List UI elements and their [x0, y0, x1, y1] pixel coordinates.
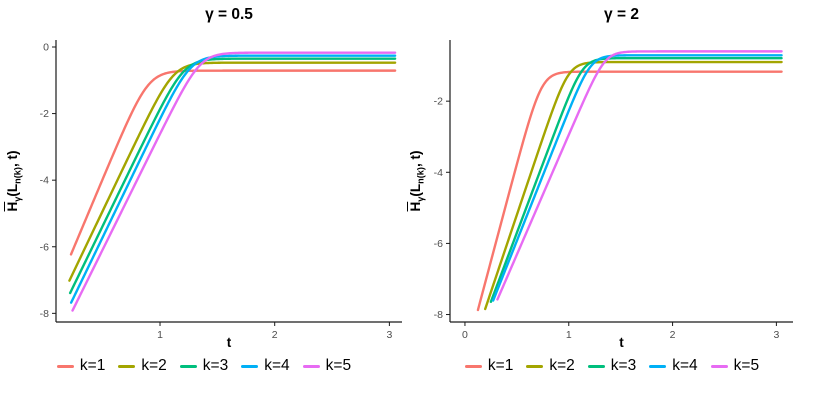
y-axis-label-part: n(k) [12, 167, 23, 184]
legend-label: k=3 [610, 357, 637, 374]
legend-item-k3: k=3 [179, 357, 229, 375]
legend-item-k3: k=3 [587, 357, 637, 375]
x-tick-label: 2 [670, 329, 676, 341]
legend-swatch [179, 364, 197, 368]
y-axis-label-part: H [5, 201, 20, 212]
legend-label: k=5 [733, 357, 760, 374]
legend-item-k4: k=4 [649, 357, 698, 375]
x-tick-label: 0 [462, 329, 468, 341]
legend-label: k=4 [672, 357, 698, 374]
curve-k2 [483, 60, 783, 311]
y-axis-label-part: n(k) [415, 167, 426, 184]
plot-svg-gamma-2: -2 -4 -6 -8 0 1 2 3 [434, 40, 793, 341]
curve-k5 [71, 51, 397, 312]
y-axis-label-part: γ [12, 196, 23, 202]
curve-k1 [476, 70, 783, 312]
x-tick-label: 1 [566, 329, 572, 341]
curve-k4 [69, 54, 397, 304]
curve-k3 [68, 57, 397, 295]
y-tick-label: -4 [40, 175, 49, 187]
legend-label: k=3 [202, 357, 229, 374]
legend-item-k1: k=1 [56, 357, 106, 375]
curve-k1 [69, 69, 397, 256]
legend-swatch [56, 364, 74, 368]
chart-title: γ = 0.5 [205, 6, 253, 23]
legend-label: k=2 [549, 357, 575, 374]
y-tick-label: -6 [434, 238, 443, 250]
x-axis-label: t [619, 335, 624, 350]
y-tick-label: -2 [434, 96, 443, 108]
legend-label: k=1 [79, 357, 106, 374]
x-tick-label: 1 [157, 329, 163, 341]
curve-k4 [491, 54, 783, 302]
y-tick-label: -8 [40, 308, 49, 320]
legend-swatch [464, 364, 482, 368]
legend-label: k=1 [487, 357, 514, 374]
plot-svg-gamma-0-5: 0 -2 -4 -6 -8 1 2 3 [40, 40, 402, 341]
y-axis-label: Hγ(Ln(k), t) [408, 40, 428, 322]
legend-item-k2: k=2 [526, 357, 575, 375]
legend-label: k=5 [325, 357, 352, 374]
legend-swatch [526, 364, 544, 368]
y-axis-label: Hγ(Ln(k), t) [5, 40, 25, 322]
y-axis-label-part: H [408, 201, 423, 212]
x-tick-label: 3 [386, 329, 392, 341]
chart-title: γ = 2 [604, 6, 639, 23]
legend-label: k=4 [264, 357, 290, 374]
curve-k5 [496, 50, 783, 301]
curve-k3 [489, 56, 783, 303]
legend-item-k5: k=5 [302, 357, 352, 375]
legend-item-k4: k=4 [241, 357, 290, 375]
y-tick-label: -4 [434, 167, 443, 179]
legend-swatch [302, 364, 320, 368]
chart-gamma-2: -2 -4 -6 -8 0 1 2 3 γ = 2 t Hγ(Ln(k), t) k=1 k=2… [408, 0, 816, 401]
legend-item-k5: k=5 [710, 357, 760, 375]
legend-swatch [710, 364, 728, 368]
legend: k=1 k=2 k=3 k=4 k=5 [0, 357, 408, 375]
x-tick-label: 2 [272, 329, 278, 341]
legend-swatch [587, 364, 605, 368]
y-tick-label: -2 [40, 108, 49, 120]
legend-item-k2: k=2 [118, 357, 167, 375]
y-tick-label: 0 [43, 41, 49, 53]
legend-swatch [118, 364, 136, 368]
legend-item-k1: k=1 [464, 357, 514, 375]
chart-gamma-0-5: 0 -2 -4 -6 -8 1 2 3 γ = 0.5 t Hγ(Ln(k), t) k=1 k… [0, 6, 408, 375]
y-axis-label-part: γ [415, 196, 426, 202]
x-tick-label: 3 [773, 329, 779, 341]
y-tick-label: -6 [40, 241, 49, 253]
y-axis-label-part: (L [408, 183, 423, 197]
y-axis-label-part: , t) [5, 150, 20, 168]
y-axis-label-part: (L [5, 183, 20, 197]
curve-k2 [68, 61, 397, 282]
legend-swatch [241, 364, 259, 368]
y-tick-label: -8 [434, 309, 443, 321]
legend: k=1 k=2 k=3 k=4 k=5 [408, 357, 816, 375]
y-axis-label-part: , t) [408, 150, 423, 168]
legend-swatch [649, 364, 667, 368]
x-axis-label: t [226, 335, 232, 350]
legend-label: k=2 [141, 357, 167, 374]
